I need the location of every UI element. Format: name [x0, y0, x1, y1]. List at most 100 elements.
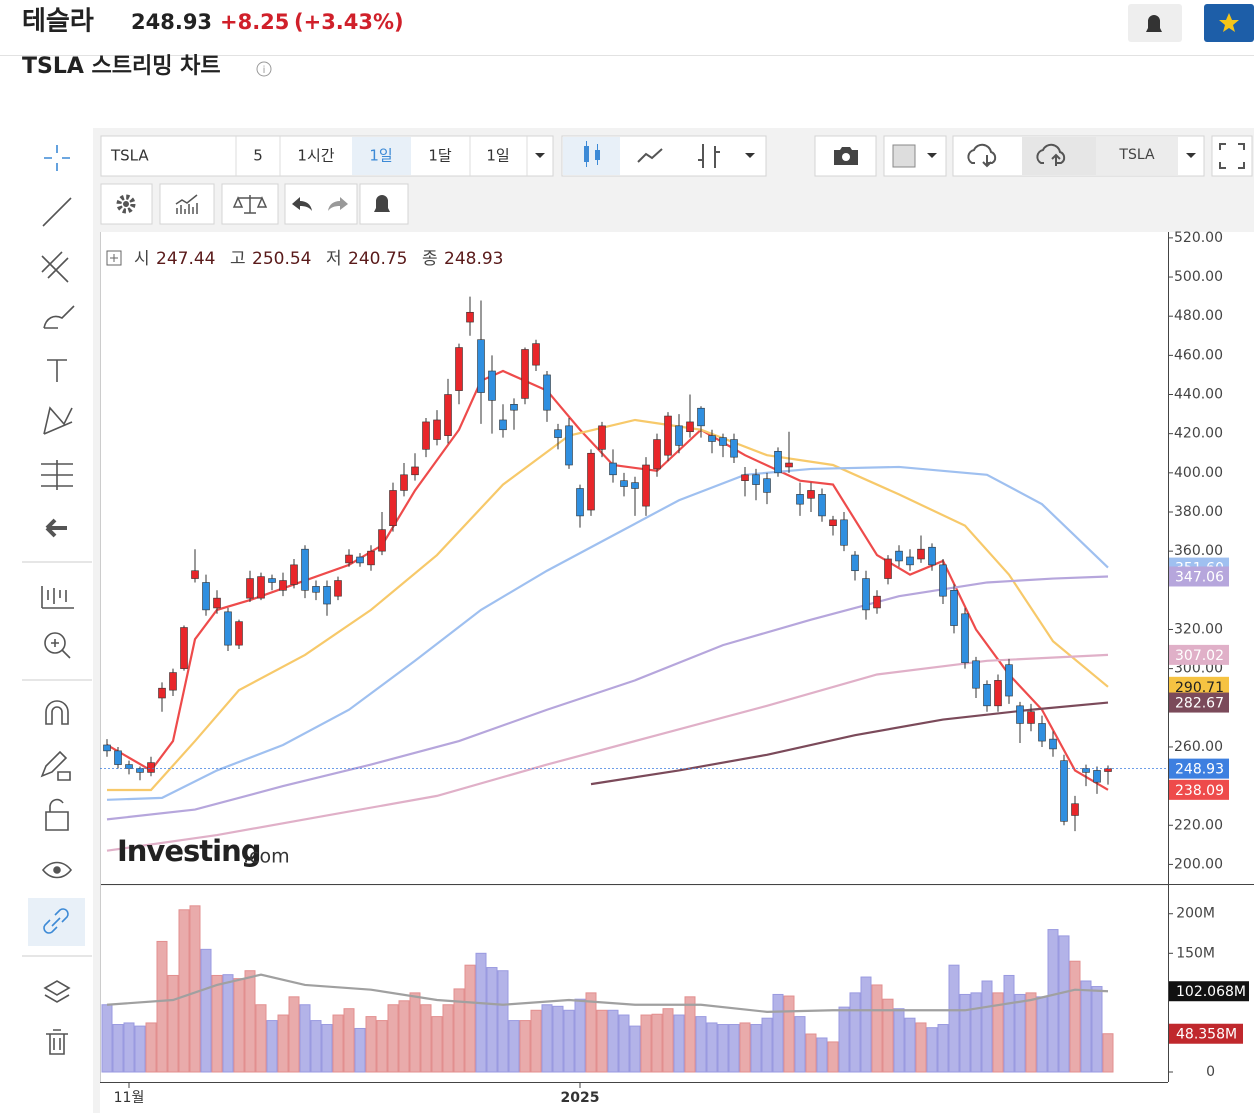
crosshair-tool[interactable] [44, 145, 70, 171]
dropdown-arrow[interactable] [1186, 153, 1196, 158]
volume-bar [486, 967, 498, 1073]
volume-bar [134, 1025, 146, 1073]
redo-icon[interactable] [328, 197, 348, 211]
delete-tool[interactable] [46, 1029, 68, 1055]
text-tool[interactable] [47, 359, 67, 382]
link-tool[interactable] [43, 908, 69, 934]
candle-body [301, 548, 309, 591]
symbol-field[interactable]: TSLA [110, 147, 149, 165]
volume-ma-badge [1169, 981, 1249, 1002]
camera-lens [842, 153, 850, 161]
candle-type-icon[interactable] [584, 141, 600, 167]
volume-bar [805, 1033, 817, 1073]
candle-body [202, 582, 210, 611]
candle-body [587, 452, 595, 511]
candle-body [565, 425, 573, 466]
candle-body [323, 586, 331, 605]
fullscreen-button[interactable] [1211, 135, 1253, 177]
volume-bar [640, 1014, 652, 1073]
legend-toggle[interactable] [106, 250, 122, 266]
chart-tool[interactable] [41, 586, 74, 609]
candle-body [653, 439, 661, 470]
candle-body [620, 480, 628, 487]
candle-body [851, 554, 859, 572]
layers-tool[interactable] [43, 980, 71, 1003]
volume-bar [123, 1022, 135, 1073]
candle-body [334, 580, 342, 597]
unlock-tool[interactable] [45, 798, 69, 831]
cloud-upload-icon[interactable] [1036, 143, 1066, 166]
line-tool[interactable] [42, 197, 72, 227]
compare-symbol[interactable]: TSLA [1118, 147, 1155, 163]
legend-value: 247.44 [156, 249, 215, 269]
candle-body [631, 482, 639, 489]
pitchfork-tool[interactable] [41, 251, 69, 283]
volume-bar [750, 1024, 762, 1073]
gear-icon [116, 194, 136, 214]
y-tick-label: 480.00 [1174, 308, 1223, 324]
pattern-tool[interactable] [43, 406, 73, 435]
candle-body [521, 349, 529, 399]
magnet-tool[interactable] [45, 700, 69, 725]
undo-icon[interactable] [292, 197, 312, 211]
volume-bar [299, 1004, 311, 1073]
candle-body [928, 546, 936, 566]
interval-button[interactable]: 1시간 [297, 147, 334, 165]
zoom-tool[interactable] [44, 632, 66, 654]
volume-bar [233, 978, 245, 1073]
lock-drawing-tool[interactable] [40, 750, 71, 781]
legend-key: 고 [230, 249, 246, 269]
active-bg [563, 137, 620, 175]
indicator-button[interactable] [159, 183, 215, 225]
cloud-download-icon[interactable] [967, 143, 997, 168]
back-tool[interactable] [45, 518, 67, 538]
candle-body [356, 556, 364, 564]
price-pane [100, 232, 1168, 884]
volume-bar [618, 1014, 630, 1073]
dropdown-arrow[interactable] [745, 153, 755, 158]
header-bar [0, 0, 1254, 55]
volume-bar [541, 1004, 553, 1073]
info-icon[interactable] [256, 61, 272, 77]
volume-bar [728, 1024, 740, 1073]
candle-body [752, 474, 760, 485]
candle-body [125, 764, 133, 769]
star-icon [1219, 13, 1239, 32]
volume-bar [508, 1020, 520, 1073]
visibility-tool[interactable] [41, 861, 73, 879]
candle-body [576, 488, 584, 517]
y-tick-label: 200M [1176, 906, 1215, 922]
dropdown-arrow[interactable] [535, 153, 545, 158]
candle-body [774, 450, 782, 474]
bell-icon [374, 195, 390, 212]
stock-name: 테슬라 [22, 7, 94, 37]
line-type-icon[interactable] [637, 148, 663, 163]
y-tick-label: 200.00 [1174, 856, 1223, 872]
candle-body [697, 407, 705, 427]
volume-bar [937, 1024, 949, 1073]
candle-body [884, 558, 892, 579]
candle-body [169, 672, 177, 691]
candle-body [1038, 723, 1046, 742]
brush-tool[interactable] [43, 305, 75, 329]
y-tick-label: 460.00 [1174, 347, 1223, 363]
candle-body [444, 394, 452, 436]
candle-body [664, 415, 672, 456]
interval-button[interactable]: 1달 [428, 147, 452, 165]
fib-tool[interactable] [41, 460, 73, 490]
volume-bar [112, 1024, 124, 1073]
interval-button-active[interactable]: 1일 [369, 147, 392, 165]
bar-type-icon[interactable] [698, 144, 720, 168]
candle-body [103, 744, 111, 752]
interval-button[interactable]: 5 [253, 147, 263, 165]
candle-body [807, 490, 815, 499]
candle-body [1027, 711, 1035, 724]
volume-bar [156, 940, 168, 1073]
scale-icon [232, 195, 268, 214]
color-swatch [892, 144, 916, 168]
volume-bar [420, 1004, 432, 1073]
interval-button[interactable]: 1일 [486, 147, 509, 165]
dropdown-arrow[interactable] [927, 153, 937, 158]
candle-body [433, 419, 441, 440]
